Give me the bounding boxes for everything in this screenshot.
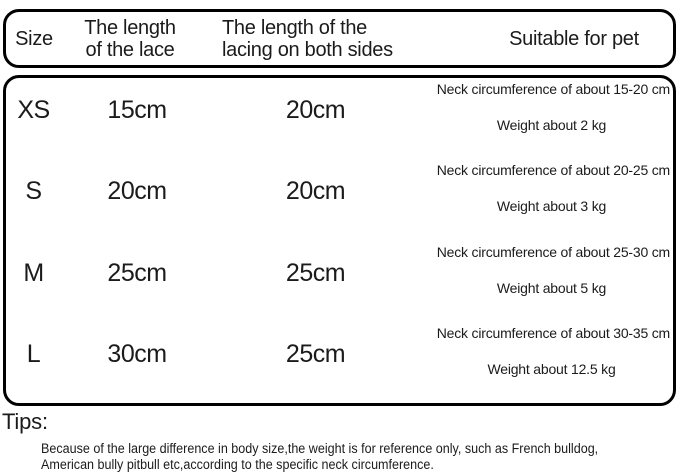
table-body: XS 15cm 20cm Neck circumference of about… (3, 75, 676, 406)
table-row-xs: XS 15cm 20cm Neck circumference of about… (6, 78, 673, 159)
table-row-s: S 20cm 20cm Neck circumference of about … (6, 159, 673, 240)
neck-circumference-text: Neck circumference of about 20-25 cm (436, 162, 670, 179)
lace-length-cell: 25cm (107, 258, 167, 287)
tips-label: Tips: (2, 409, 48, 434)
column-header-suitable-for-pet: Suitable for pet (509, 27, 639, 50)
column-header-lace-length: The length of the lace (84, 16, 176, 61)
tips-text: Because of the large difference in body … (41, 441, 598, 473)
table-header: Size The length of the lace The length o… (3, 9, 676, 68)
tips-text-line-1: Because of the large difference in body … (41, 441, 599, 456)
column-header-size: Size (15, 27, 53, 50)
table-row-l: L 30cm 25cm Neck circumference of about … (6, 322, 673, 403)
table-row-m: M 25cm 25cm Neck circumference of about … (6, 241, 673, 322)
weight-text: Weight about 3 kg (496, 198, 607, 215)
lacing-length-cell: 25cm (285, 339, 346, 368)
weight-text: Weight about 12.5 kg (487, 360, 616, 377)
tips-text-line-2: American bully pitbull etc,according to … (41, 457, 434, 472)
lacing-length-cell: 20cm (285, 177, 346, 206)
lacing-length-cell: 25cm (285, 258, 346, 287)
lace-length-cell: 20cm (107, 177, 167, 206)
size-cell: M (23, 258, 44, 287)
neck-circumference-text: Neck circumference of about 15-20 cm (436, 81, 670, 97)
column-header-lacing-both-sides: The length of the lacing on both sides (222, 16, 393, 61)
neck-circumference-text: Neck circumference of about 30-35 cm (436, 324, 670, 341)
weight-text: Weight about 5 kg (496, 279, 607, 296)
suitable-for-pet-cell: Neck circumference of about 30-35 cm Wei… (418, 322, 673, 403)
suitable-for-pet-cell: Neck circumference of about 15-20 cm Wei… (418, 78, 673, 159)
lacing-length-cell: 20cm (285, 96, 346, 125)
weight-text: Weight about 2 kg (496, 117, 607, 133)
size-cell: S (25, 177, 42, 206)
lace-length-cell: 15cm (107, 96, 167, 125)
neck-circumference-text: Neck circumference of about 25-30 cm (436, 243, 670, 260)
suitable-for-pet-cell: Neck circumference of about 25-30 cm Wei… (418, 241, 673, 322)
lace-length-cell: 30cm (107, 339, 167, 368)
size-cell: L (26, 339, 41, 368)
size-cell: XS (17, 96, 50, 125)
suitable-for-pet-cell: Neck circumference of about 20-25 cm Wei… (418, 159, 673, 240)
